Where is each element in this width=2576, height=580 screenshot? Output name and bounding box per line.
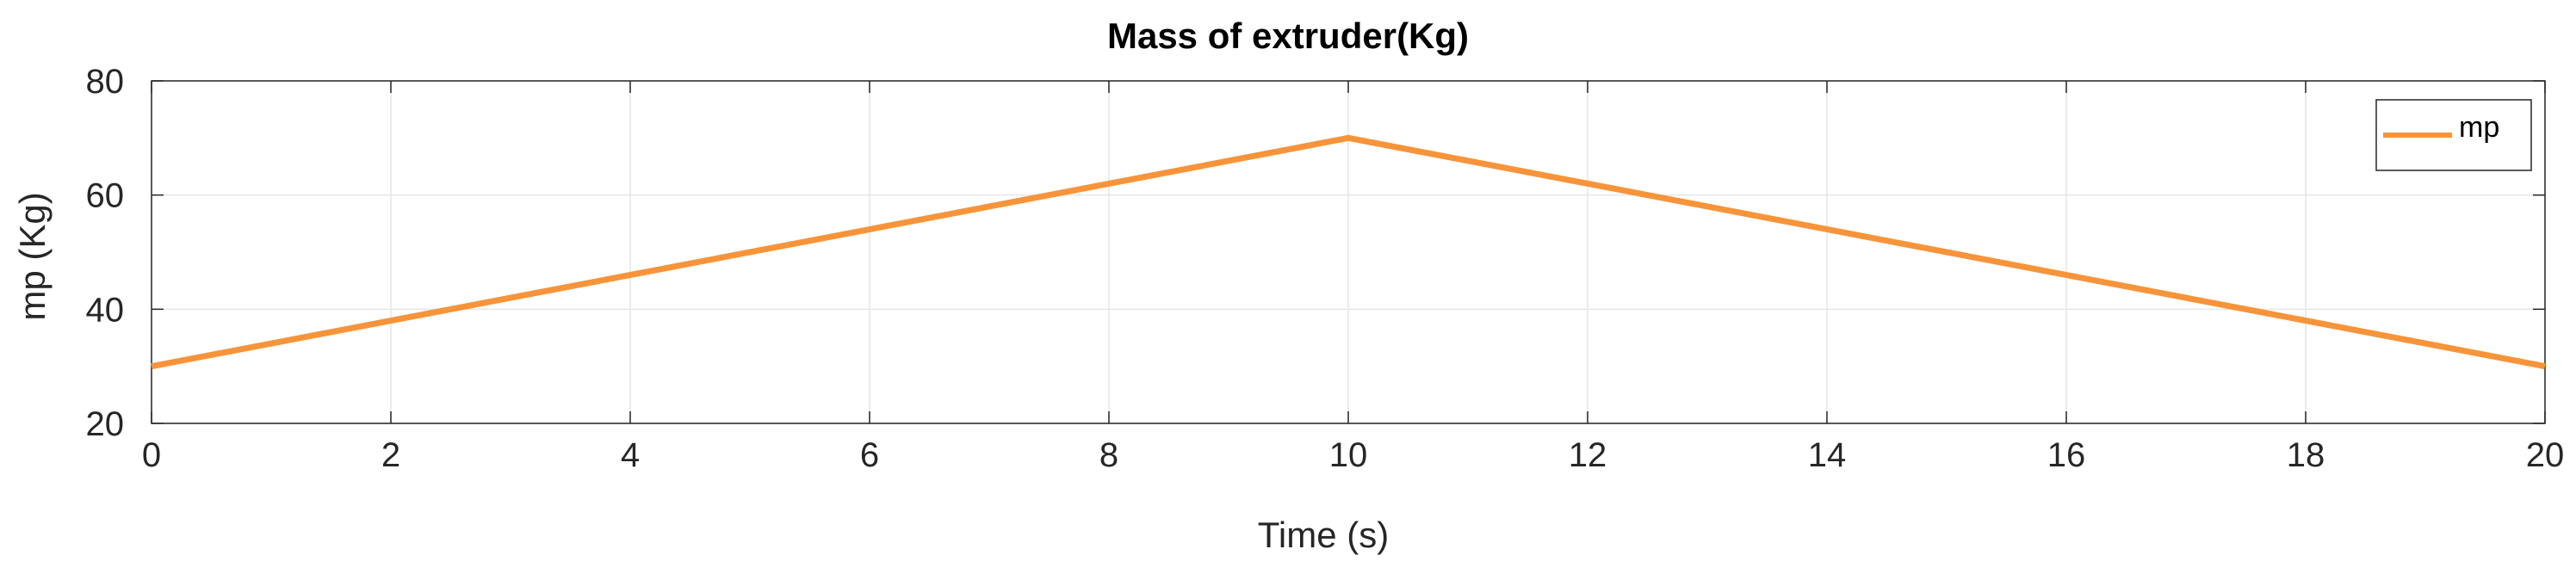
x-tick-label: 10 xyxy=(1329,436,1368,474)
grid-lines xyxy=(151,80,2546,424)
x-tick-label: 18 xyxy=(2287,436,2325,474)
x-tick-label: 16 xyxy=(2047,436,2086,474)
y-tick-label: 80 xyxy=(86,63,125,101)
y-tick-label: 60 xyxy=(86,177,125,215)
y-tick-label: 20 xyxy=(86,405,125,443)
series-layer xyxy=(151,134,2546,370)
x-tick-label: 4 xyxy=(621,436,640,474)
y-axis-ticks: 20 40 60 80 xyxy=(86,63,2545,443)
x-tick-label: 20 xyxy=(2526,436,2565,474)
x-tick-label: 2 xyxy=(381,436,400,474)
series-line-mp xyxy=(151,134,2546,370)
x-axis-ticks: 0 2 4 6 8 10 12 14 16 18 20 xyxy=(142,81,2564,474)
y-tick-label: 40 xyxy=(86,291,125,329)
legend: mp xyxy=(2375,99,2532,171)
x-tick-label: 0 xyxy=(142,436,161,474)
x-tick-label: 8 xyxy=(1099,436,1118,474)
legend-label: mp xyxy=(2459,111,2499,144)
x-tick-label: 6 xyxy=(860,436,879,474)
chart-title: Mass of extruder(Kg) xyxy=(1107,15,1469,56)
x-axis-label: Time (s) xyxy=(1258,515,1389,555)
x-tick-label: 14 xyxy=(1808,436,1847,474)
y-axis-label: mp (Kg) xyxy=(12,192,53,320)
x-tick-label: 12 xyxy=(1569,436,1607,474)
